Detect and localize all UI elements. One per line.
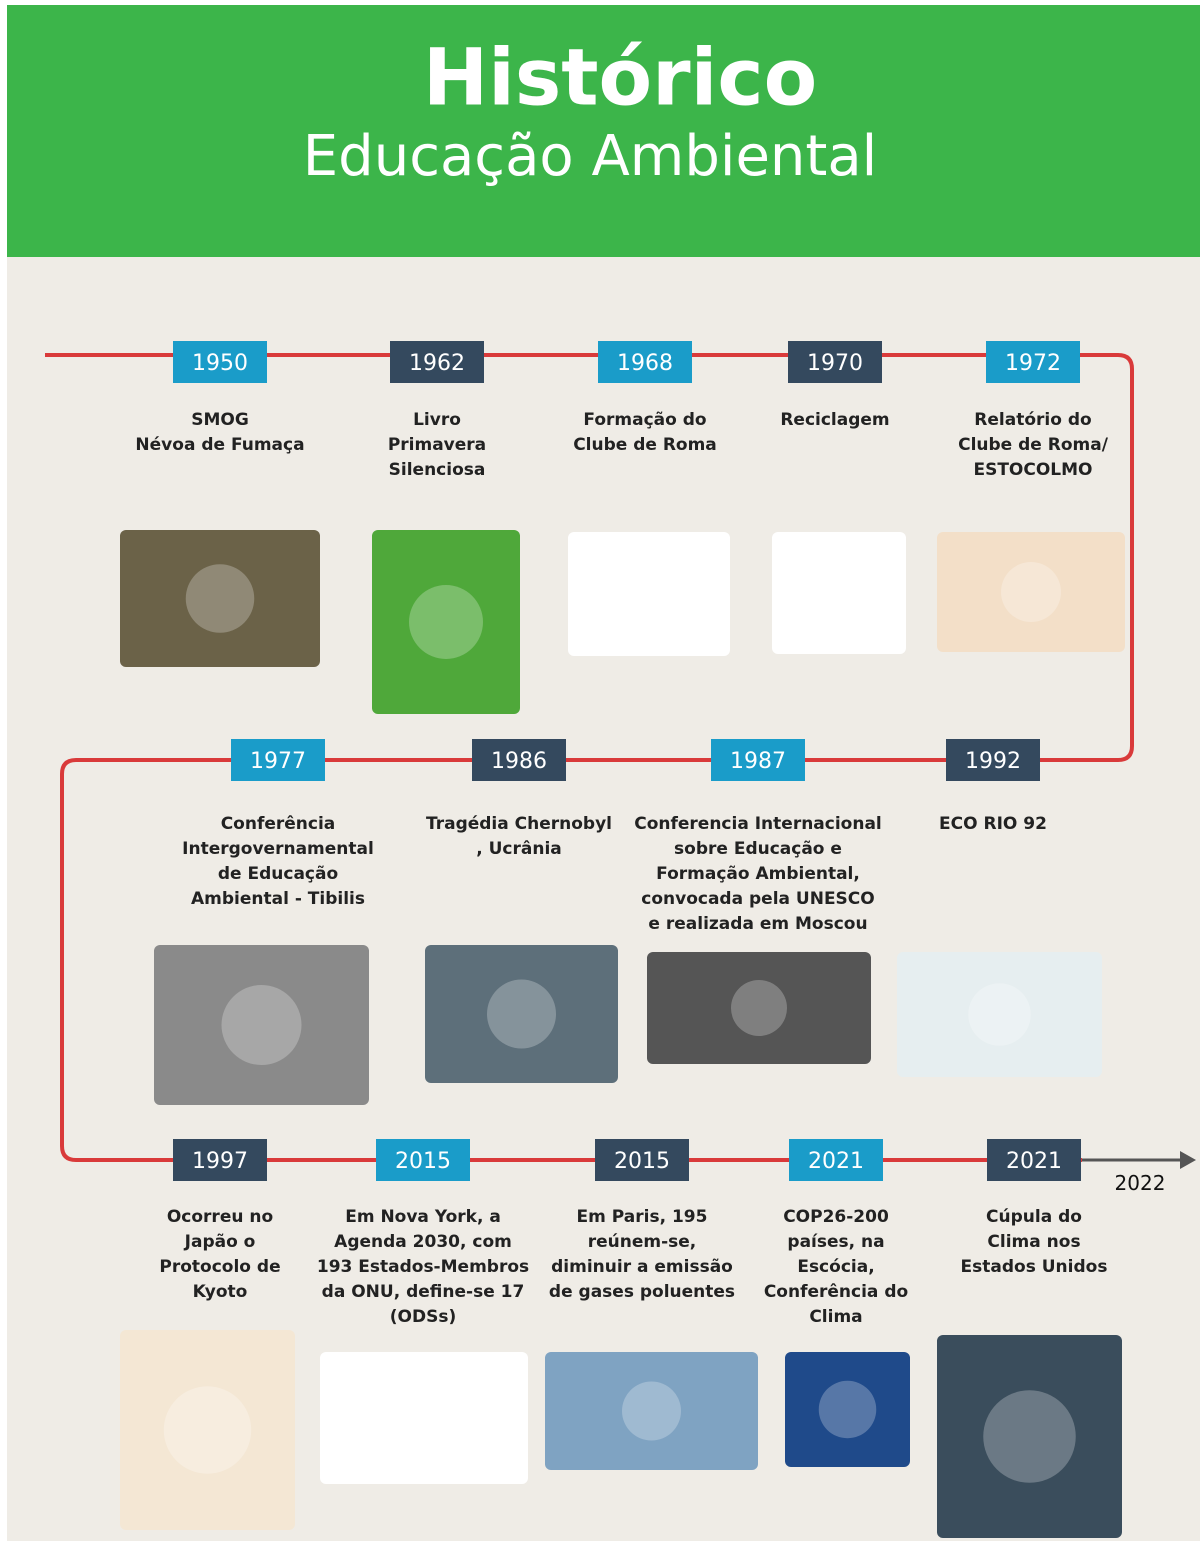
event-text: ECO RIO 92 (939, 814, 1047, 834)
photo-detail (618, 563, 680, 625)
event-text: Escócia, (797, 1257, 874, 1277)
photo-detail (487, 980, 556, 1049)
event-text: Clube de Roma (573, 435, 717, 455)
event-text: da ONU, define-se 17 (322, 1282, 525, 1302)
year-label: 1962 (409, 351, 465, 376)
event-text: Conferencia Internacional (634, 814, 882, 834)
event-text: Ambiental - Tibilis (191, 889, 365, 909)
event-text: Formação do (583, 410, 706, 430)
event-text: Estados Unidos (961, 1257, 1108, 1277)
event-text: diminuir a emissão (551, 1257, 733, 1277)
event-text: Livro (413, 410, 461, 430)
event-text: Relatório do (974, 410, 1091, 430)
event-text: Clube de Roma/ (958, 435, 1109, 455)
infographic: Histórico Educação Ambiental 2022 1950 SM… (0, 0, 1200, 1541)
photo-detail (809, 563, 870, 624)
subtitle: Educação Ambiental (303, 124, 877, 189)
event-text: Formação Ambiental, (656, 864, 860, 884)
photo-detail (731, 980, 787, 1036)
photo-detail (622, 1382, 681, 1441)
event-text: 193 Estados-Membros (317, 1257, 529, 1277)
year-label: 2015 (395, 1149, 451, 1174)
event-text: de Educação (218, 864, 338, 884)
photo-detail (983, 1390, 1076, 1483)
event-text: Em Nova York, a (345, 1207, 501, 1227)
event-text: Tragédia Chernobyl (426, 814, 612, 834)
event-text: Agenda 2030, com (334, 1232, 512, 1252)
event-text: Conferência do (764, 1282, 908, 1302)
photo-detail (409, 585, 483, 659)
event-text: COP26-200 (783, 1207, 889, 1227)
event-text: convocada pela UNESCO (641, 889, 874, 909)
year-label: 1977 (250, 749, 306, 774)
photo-detail (186, 564, 255, 633)
event-text: de gases poluentes (549, 1282, 735, 1302)
year-label: 1997 (192, 1149, 248, 1174)
event-text: sobre Educação e (674, 839, 842, 859)
event-text: Clima (809, 1307, 862, 1327)
title: Histórico (423, 33, 817, 123)
photo-detail (819, 1381, 877, 1439)
year-label: 1986 (491, 749, 547, 774)
event-text: países, na (787, 1232, 884, 1252)
event-text: SMOG (191, 410, 249, 430)
event-text: Ocorreu no (167, 1207, 273, 1227)
year-label: 2021 (808, 1149, 864, 1174)
year-label: 1968 (617, 351, 673, 376)
event-text: Kyoto (193, 1282, 248, 1302)
event-text: Intergovernamental (182, 839, 374, 859)
event-text: Primavera (388, 435, 486, 455)
event-text: Névoa de Fumaça (135, 435, 304, 455)
year-label: 2021 (1006, 1149, 1062, 1174)
event-text: Japão o (184, 1232, 256, 1252)
photo-detail (391, 1385, 457, 1451)
event-text: reúnem-se, (588, 1232, 697, 1252)
photo-detail (1001, 562, 1061, 622)
event-text: Reciclagem (780, 410, 889, 430)
year-label: 1950 (192, 351, 248, 376)
year-label: 1970 (807, 351, 863, 376)
year-label: 1992 (965, 749, 1021, 774)
photo-detail (222, 985, 302, 1065)
event-text: e realizada em Moscou (648, 914, 867, 934)
event-text: ESTOCOLMO (973, 460, 1092, 480)
photo-detail (968, 983, 1031, 1046)
event-text: (ODSs) (390, 1307, 456, 1327)
event-text: Cúpula do (986, 1207, 1082, 1227)
year-label: 1972 (1005, 351, 1061, 376)
event-text: , Ucrânia (476, 839, 562, 859)
year-label: 2015 (614, 1149, 670, 1174)
event-text: Conferência (221, 814, 336, 834)
photo-detail (164, 1386, 252, 1474)
year-label: 1987 (730, 749, 786, 774)
end-year: 2022 (1115, 1171, 1166, 1195)
event-text: Silenciosa (389, 460, 486, 480)
event-text: Clima nos (987, 1232, 1080, 1252)
event-text: Em Paris, 195 (577, 1207, 708, 1227)
event-text: Protocolo de (159, 1257, 280, 1277)
